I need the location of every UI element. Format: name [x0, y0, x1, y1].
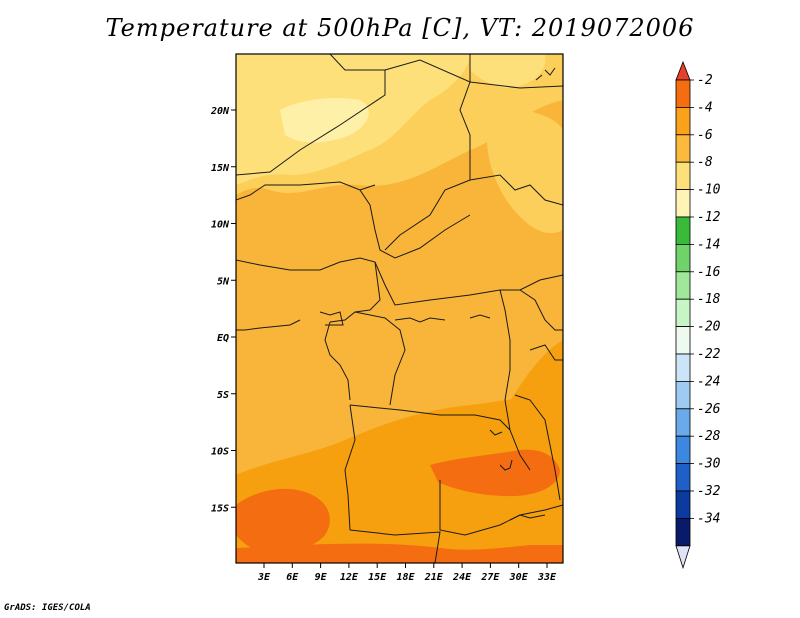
country-borders — [236, 54, 563, 563]
colorbar-segment — [675, 161, 691, 190]
colorbar-label: -20 — [697, 320, 721, 335]
colorbar-segment — [675, 79, 691, 108]
lon-tick-label: 21E — [424, 572, 444, 583]
colorbar-label: -16 — [697, 265, 721, 280]
colorbar-segment — [675, 271, 691, 300]
colorbar-segment — [675, 518, 691, 547]
colorbar-segment — [675, 189, 691, 218]
colorbar-label: -30 — [697, 457, 721, 472]
colorbar-segment — [675, 380, 691, 410]
colorbar-segment — [675, 463, 691, 492]
lat-tick-label: 5N — [217, 276, 230, 287]
colorbar-segment — [675, 408, 691, 437]
field-south-strip-hot — [236, 543, 563, 563]
colorbar-segment — [675, 107, 691, 136]
longitude-axis: 3E 6E 9E 12E 15E 18E 21E 24E 27E 30E 33E — [257, 563, 557, 583]
field-angola-hot — [236, 488, 330, 553]
lat-tick-label: 20N — [210, 106, 230, 117]
colorbar-top-arrow — [675, 60, 691, 81]
colorbar-label: -26 — [697, 402, 721, 417]
lon-tick-label: 18E — [396, 572, 415, 583]
colorbar-label: -24 — [697, 374, 720, 389]
lat-tick-label: 10S — [211, 447, 229, 458]
field-north-coldest — [280, 98, 369, 143]
lon-tick-label: 9E — [315, 572, 328, 583]
map-title: Temperature at 500hPa [C], VT: 201907200… — [105, 14, 695, 42]
lon-tick-label: 30E — [509, 572, 529, 583]
lat-tick-label: 10N — [211, 220, 230, 231]
colorbar-label: -10 — [697, 183, 721, 198]
colorbar-segment — [675, 298, 691, 328]
colorbar-segment — [675, 490, 691, 519]
lat-tick-label: 15S — [211, 503, 229, 514]
lon-tick-label: 15E — [368, 572, 387, 583]
grads-credit: GrADS: IGES/COLA — [4, 603, 91, 613]
field-ne-cold — [470, 54, 546, 88]
lat-tick-label: EQ — [217, 333, 229, 344]
colorbar-segment — [675, 216, 691, 245]
colorbar-label: -34 — [697, 511, 720, 526]
lon-tick-label: 24E — [452, 572, 472, 583]
colorbar-segment — [675, 134, 691, 163]
colorbar-label: -6 — [697, 128, 713, 143]
colorbar-label: -18 — [697, 292, 721, 307]
lon-tick-label: 3E — [257, 572, 271, 583]
lat-tick-label: 15N — [211, 163, 230, 174]
colorbar-bottom-arrow — [675, 545, 691, 570]
temperature-field — [236, 54, 563, 563]
field-zambia-hot — [430, 449, 560, 497]
latitude-axis: 20N 15N 10N 5N EQ 5S 10S 15S — [210, 106, 236, 514]
colorbar-label: -8 — [697, 155, 713, 170]
colorbar-label: -4 — [697, 100, 713, 115]
colorbar-label: -14 — [697, 237, 720, 252]
colorbar-segment — [675, 243, 691, 273]
colorbar-label: -32 — [697, 484, 721, 499]
lon-tick-label: 33E — [537, 572, 557, 583]
lon-tick-label: 27E — [480, 572, 500, 583]
colorbar-label: -2 — [697, 73, 713, 88]
field-east-cool — [486, 108, 563, 234]
lat-tick-label: 5S — [217, 390, 229, 401]
colorbar-label: -28 — [697, 429, 721, 444]
colorbar-segment — [675, 435, 691, 465]
colorbar-label: -12 — [697, 210, 721, 225]
colorbar-label: -22 — [697, 347, 721, 362]
colorbar: -2 -4 -6 -8 -10 -12 -14 -16 -18 -20 -22 -24 -26 -28 -3… — [675, 60, 721, 570]
colorbar-segment — [675, 326, 691, 355]
colorbar-segment — [675, 353, 691, 382]
lon-tick-label: 12E — [340, 572, 359, 583]
map-frame — [235, 53, 564, 564]
lon-tick-label: 6E — [286, 572, 299, 583]
